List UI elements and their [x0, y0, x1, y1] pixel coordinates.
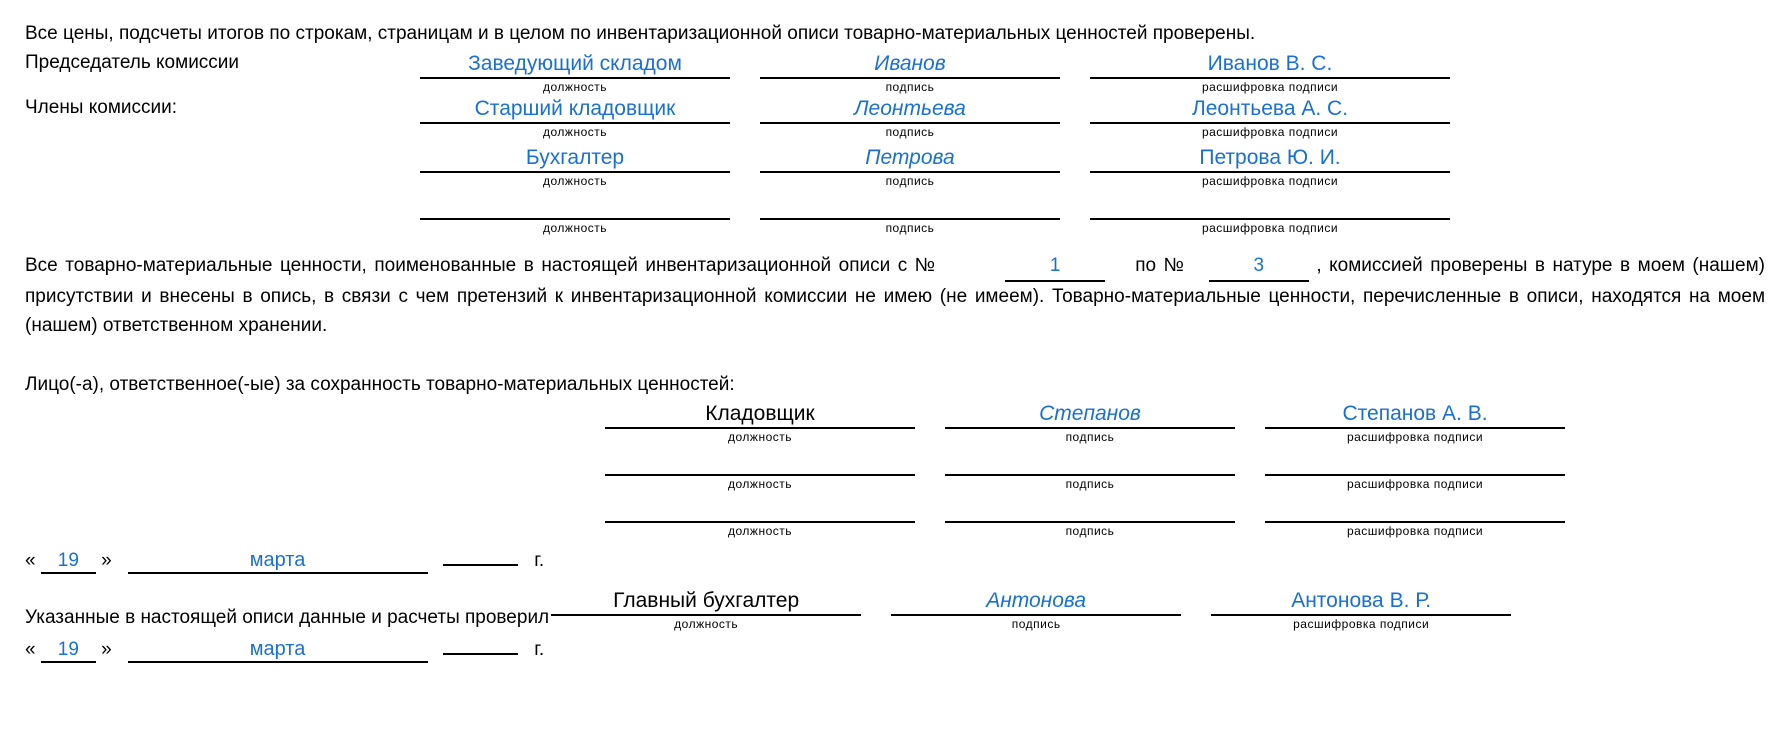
hint-signature: подпись	[1012, 617, 1061, 631]
number-to: 3	[1209, 251, 1309, 282]
chairman-row: Председатель комиссии Заведующий складом…	[25, 51, 1765, 94]
member-row: Бухгалтер должность Петрова подпись Петр…	[420, 145, 1450, 188]
chairman-signature: Иванов	[760, 51, 1060, 79]
member-row: Старший кладовщик должность Леонтьева по…	[420, 96, 1450, 139]
chairman-position: Заведующий складом	[420, 51, 730, 79]
checker-row: Указанные в настоящей описи данные и рас…	[25, 588, 1765, 631]
member-position: Старший кладовщик	[420, 96, 730, 124]
checker-fullname: Антонова В. Р.	[1211, 588, 1511, 616]
member-row: должность подпись расшифровка подписи	[420, 194, 1450, 235]
member-position	[420, 194, 730, 220]
chairman-fullname: Иванов В. С.	[1090, 51, 1450, 79]
member-signature: Петрова	[760, 145, 1060, 173]
hint-position: должность	[543, 221, 607, 235]
hint-position: должность	[543, 80, 607, 94]
date-month: марта	[128, 638, 428, 663]
quote-open: «	[25, 550, 36, 571]
date-month: марта	[128, 549, 428, 574]
responsible-signature	[945, 450, 1235, 476]
member-fullname: Петрова Ю. И.	[1090, 145, 1450, 173]
responsible-row: должность подпись расшифровка подписи	[605, 497, 1765, 538]
responsible-row: должность подпись расшифровка подписи	[605, 450, 1765, 491]
hint-position: должность	[543, 125, 607, 139]
flow-text: , комиссией	[1316, 255, 1422, 276]
hint-position: должность	[674, 617, 738, 631]
flow-text: по №	[1135, 255, 1186, 276]
members-row: Члены комиссии: Старший кладовщик должно…	[25, 96, 1765, 235]
date-day: 19	[41, 550, 96, 574]
responsible-position: Кладовщик	[605, 401, 915, 429]
quote-open: «	[25, 639, 36, 660]
hint-position: должность	[728, 477, 792, 491]
flow-text: Все товарно-материальные ценности, поиме…	[25, 255, 937, 276]
numbered-range-paragraph: Все товарно-материальные ценности, поиме…	[25, 251, 1765, 341]
responsible-fullname	[1265, 450, 1565, 476]
checker-position: Главный бухгалтер	[551, 588, 861, 616]
hint-signature: подпись	[1066, 430, 1115, 444]
hint-fullname: расшифровка подписи	[1202, 80, 1338, 94]
hint-position: должность	[728, 524, 792, 538]
hint-fullname: расшифровка подписи	[1202, 125, 1338, 139]
hint-fullname: расшифровка подписи	[1347, 477, 1483, 491]
hint-fullname: расшифровка подписи	[1347, 430, 1483, 444]
date-day: 19	[41, 639, 96, 663]
date-year	[443, 635, 518, 655]
hint-fullname: расшифровка подписи	[1202, 174, 1338, 188]
member-signature	[760, 194, 1060, 220]
responsible-position	[605, 497, 915, 523]
date-line-2: « 19 » марта г.	[25, 635, 544, 663]
quote-close: »	[101, 639, 112, 660]
hint-fullname: расшифровка подписи	[1293, 617, 1429, 631]
year-suffix: г.	[534, 639, 544, 660]
date-line-1: « 19 » марта г.	[25, 546, 544, 574]
member-signature: Леонтьева	[760, 96, 1060, 124]
checker-signature: Антонова	[891, 588, 1181, 616]
responsible-signature: Степанов	[945, 401, 1235, 429]
responsible-fullname	[1265, 497, 1565, 523]
hint-signature: подпись	[886, 221, 935, 235]
responsible-row: Кладовщик должность Степанов подпись Сте…	[605, 401, 1765, 444]
number-from: 1	[1005, 251, 1105, 282]
year-suffix: г.	[534, 550, 544, 571]
responsible-signature	[945, 497, 1235, 523]
member-fullname: Леонтьева А. С.	[1090, 96, 1450, 124]
hint-fullname: расшифровка подписи	[1202, 221, 1338, 235]
hint-position: должность	[543, 174, 607, 188]
hint-signature: подпись	[1066, 477, 1115, 491]
responsible-position	[605, 450, 915, 476]
hint-signature: подпись	[886, 80, 935, 94]
hint-signature: подпись	[886, 125, 935, 139]
responsible-label: Лицо(-а), ответственное(-ые) за сохранно…	[25, 371, 1765, 400]
member-position: Бухгалтер	[420, 145, 730, 173]
intro-text: Все цены, подсчеты итогов по строкам, ст…	[25, 20, 1765, 49]
hint-position: должность	[728, 430, 792, 444]
hint-fullname: расшифровка подписи	[1347, 524, 1483, 538]
quote-close: »	[101, 550, 112, 571]
hint-signature: подпись	[886, 174, 935, 188]
date-year	[443, 546, 518, 566]
member-fullname	[1090, 194, 1450, 220]
responsible-fullname: Степанов А. В.	[1265, 401, 1565, 429]
checker-label: Указанные в настоящей описи данные и рас…	[25, 607, 551, 631]
chairman-label: Председатель комиссии	[25, 51, 420, 74]
hint-signature: подпись	[1066, 524, 1115, 538]
members-label: Члены комиссии:	[25, 96, 420, 119]
